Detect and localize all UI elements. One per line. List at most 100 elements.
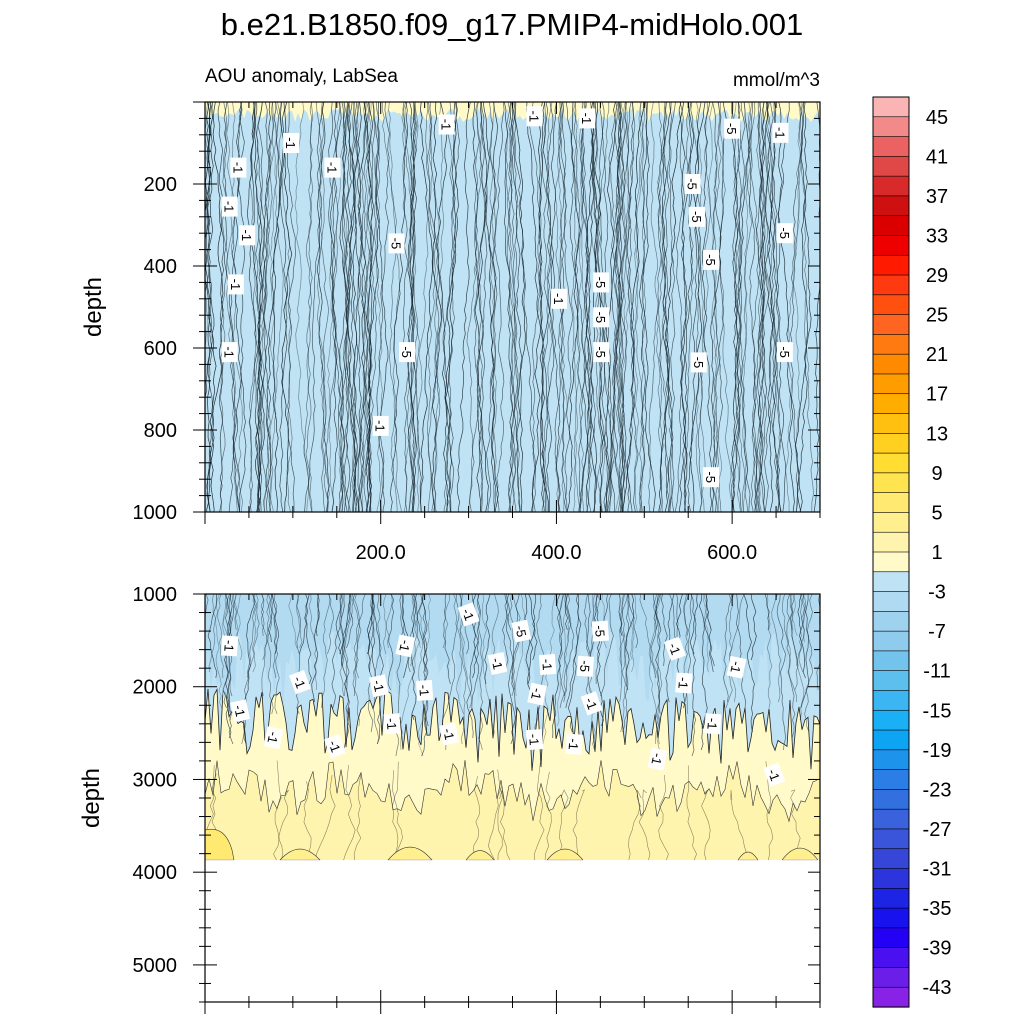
colorbar-swatch: [872, 571, 910, 593]
colorbar-swatch: [872, 314, 910, 335]
contour-label-text: -1: [239, 230, 254, 242]
contour-label: -1: [704, 713, 722, 735]
colorbar-swatch: [872, 828, 910, 850]
lower-plot-area: [205, 594, 820, 861]
contour-label: -5: [388, 233, 405, 254]
warm-blob: [546, 848, 584, 861]
x-tick-label: 600.0: [707, 542, 757, 564]
x-tick-label: 400.0: [531, 542, 581, 564]
colorbar-swatch: [872, 294, 910, 316]
colorbar-swatch: [872, 650, 910, 672]
lower-y-tick-label: 4000: [133, 862, 178, 884]
contour-label-text: -1: [222, 201, 237, 213]
contour-label-text: -1: [489, 656, 506, 670]
contour-label-text: -1: [648, 752, 665, 766]
contour-label: -5: [511, 619, 532, 643]
contour-label: -1: [772, 122, 789, 143]
contour-label-text: -1: [396, 639, 413, 653]
contour-label: -1: [457, 602, 480, 627]
contour-label: -1: [527, 682, 548, 706]
colorbar-label: 37: [926, 186, 948, 208]
contour-label-text: -1: [324, 162, 339, 174]
contour-label: -1: [438, 114, 455, 135]
colorbar-swatch: [872, 611, 910, 632]
colorbar-label: -35: [923, 898, 952, 920]
colorbar-swatch: [872, 96, 910, 118]
contour-label: -1: [369, 674, 389, 698]
contour-label: -1: [227, 274, 244, 295]
lower-contour-labels: -1 -5 -5 -1 -1 -1 -1 -1 -5 -1 -1 -1 -1 -1 -1 -1 -1 -1 -1 -1…: [220, 602, 786, 787]
upper-axes: 200 400 600 800 1000 200.0 400.0 600.0: [133, 101, 821, 564]
lower-y-tick-label: 2000: [133, 677, 178, 699]
warm-blob: [387, 846, 433, 861]
colorbar-swatch: [872, 848, 910, 870]
contour-label-text: -1: [230, 162, 245, 174]
contour-label: -1: [415, 679, 434, 701]
contour-label-text: -1: [228, 279, 243, 291]
contour-label: -5: [776, 342, 793, 363]
contour-label: -1: [372, 415, 389, 436]
contour-label: -1: [239, 225, 256, 246]
contour-label: -1: [283, 133, 300, 153]
colorbar-swatch: [872, 690, 910, 711]
contour-label: -1: [324, 157, 341, 178]
contour-label: -1: [526, 106, 543, 127]
colorbar-swatch: [872, 156, 910, 177]
colorbar-swatch: [872, 413, 910, 434]
colorbar-label: 1: [931, 542, 942, 564]
colorbar-swatch: [872, 334, 910, 355]
colorbar-swatch: [872, 215, 910, 237]
contour-label-text: -5: [577, 660, 593, 673]
colorbar-label: -43: [923, 977, 952, 999]
warm-blob: [737, 851, 759, 861]
lower-panel: -1 -5 -5 -1 -1 -1 -1 -1 -5 -1 -1 -1 -1 -1 -1 -1 -1 -1 -1 -1…: [78, 584, 821, 1014]
colorbar-label: -7: [928, 621, 946, 643]
contour-label-text: -5: [689, 211, 704, 223]
colorbar-swatch: [872, 769, 910, 790]
colorbar-label: 21: [926, 344, 948, 366]
contour-label-text: -1: [675, 677, 691, 690]
contour-label-text: -1: [773, 127, 788, 139]
colorbar-label: -15: [923, 700, 952, 722]
colorbar-label: 29: [926, 265, 948, 287]
colorbar-label: -27: [923, 819, 952, 841]
contour-label: -5: [724, 118, 741, 139]
contour-label-text: -1: [566, 738, 582, 751]
colorbar-label: -3: [928, 582, 946, 604]
contour-label-text: -1: [459, 607, 477, 623]
subtitle-right: mmol/m^3: [733, 70, 820, 91]
lower-deep-contours: [205, 760, 801, 861]
contour-label: -5: [399, 342, 416, 363]
colorbar-swatch: [872, 630, 910, 652]
contour-label-text: -1: [526, 733, 542, 746]
colorbar-label: -23: [923, 779, 952, 801]
colorbar-swatch: [872, 492, 910, 514]
contour-label-text: -1: [290, 674, 308, 690]
warm-blob: [279, 848, 321, 861]
colorbar-swatch: [872, 116, 910, 138]
colorbar-border: [872, 96, 910, 1008]
warm-blob: [205, 828, 235, 861]
contour-label: -5: [593, 272, 610, 293]
contour-label-text: -5: [703, 254, 718, 266]
upper-y-tick-label: 200: [144, 174, 177, 196]
contour-label: -1: [551, 288, 568, 309]
contour-label-text: -1: [326, 738, 344, 754]
warm-blob: [781, 847, 819, 861]
contour-label: -1: [726, 655, 747, 679]
contour-label-text: -1: [416, 684, 432, 697]
colorbar-swatch: [872, 907, 910, 929]
colorbar-swatch: [872, 393, 910, 415]
contour-label: -1: [538, 653, 557, 676]
contour-label: -1: [647, 747, 668, 771]
colorbar-swatch: [872, 373, 910, 395]
contour-label: -5: [690, 352, 707, 373]
lower-contour-lines: [205, 594, 820, 757]
upper-y-tick-label: 400: [144, 256, 177, 278]
contour-label-text: -1: [527, 111, 542, 123]
colorbar-label: 33: [926, 226, 948, 248]
colorbar-swatch: [872, 195, 910, 217]
upper-plot-area: [205, 102, 820, 512]
contour-label-text: -5: [593, 346, 608, 358]
contour-label-text: -1: [221, 640, 237, 653]
